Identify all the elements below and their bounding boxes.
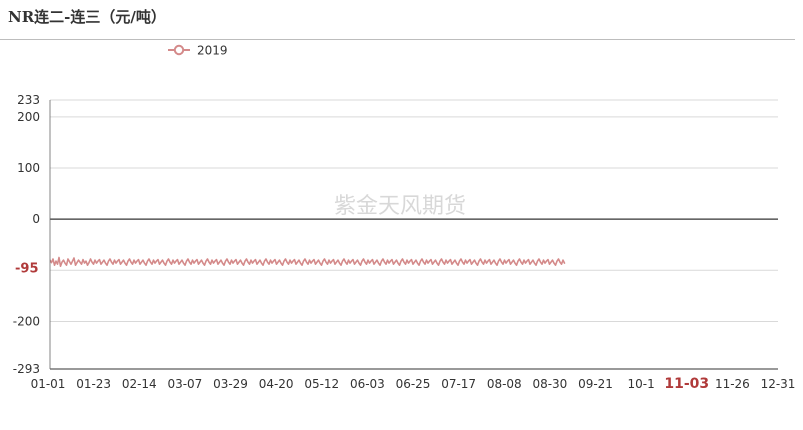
series-line-2019 — [50, 256, 566, 268]
x-tick-label: 04-20 — [259, 377, 294, 391]
y-tick-label: 100 — [17, 161, 40, 175]
y-tick-label: 0 — [32, 212, 40, 226]
x-tick-label: 02-14 — [122, 377, 157, 391]
chart-title: NR连二-连三（元/吨） — [8, 8, 166, 26]
grid-lines — [50, 99, 778, 370]
x-tick-label: 01-23 — [76, 377, 111, 391]
x-tick-label: 03-07 — [167, 377, 202, 391]
x-tick-label: 11-03 — [664, 376, 709, 392]
legend: 2019 — [168, 44, 228, 58]
x-tick-label: 06-03 — [350, 377, 385, 391]
x-tick-label: 12-31 — [761, 377, 796, 391]
legend-label: 2019 — [197, 44, 228, 58]
x-tick-label: 09-21 — [578, 377, 613, 391]
y-tick-label: -293 — [13, 362, 40, 376]
y-highlight-label: -95 — [15, 262, 39, 277]
x-tick-label: 11-26 — [715, 377, 750, 391]
series-lines — [50, 256, 566, 268]
x-tick-label: 07-17 — [441, 377, 476, 391]
y-tick-label: -200 — [13, 314, 40, 328]
x-tick-label: 06-25 — [396, 377, 431, 391]
y-tick-label: 200 — [17, 110, 40, 124]
watermark: 紫金天风期货 — [334, 194, 466, 219]
x-tick-label: 10-1 — [628, 377, 655, 391]
x-tick-label: 08-30 — [532, 377, 567, 391]
y-tick-label: 233 — [17, 93, 40, 107]
title-divider — [0, 39, 795, 40]
x-tick-label: 01-01 — [31, 377, 66, 391]
x-tick-label: 05-12 — [304, 377, 339, 391]
x-tick-label: 08-08 — [487, 377, 522, 391]
legend-marker — [173, 44, 185, 56]
x-tick-label: 03-29 — [213, 377, 248, 391]
